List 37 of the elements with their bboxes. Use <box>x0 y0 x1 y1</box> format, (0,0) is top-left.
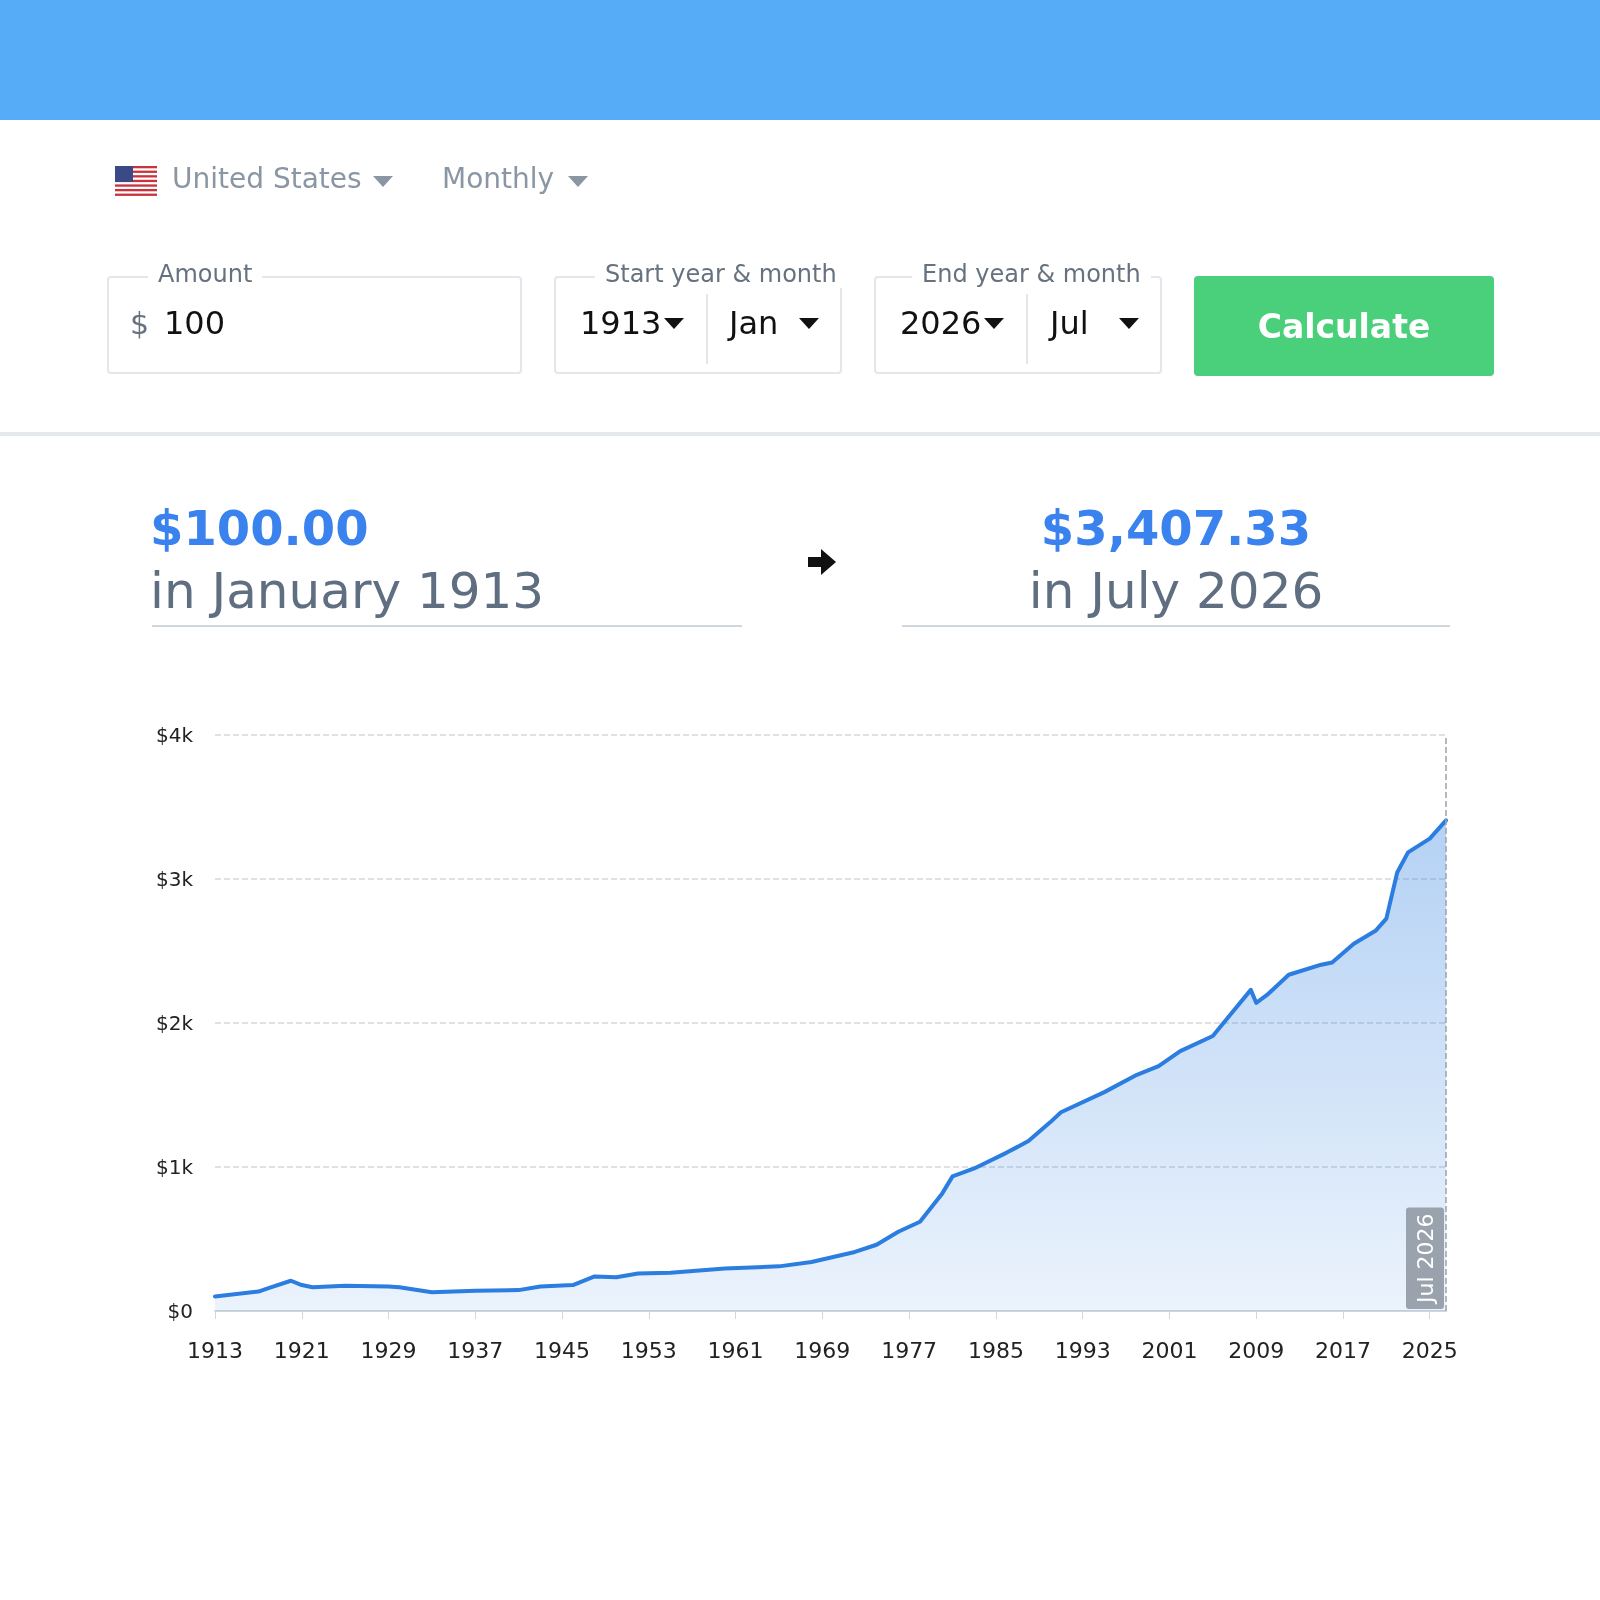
text: 100 <box>164 304 226 342</box>
x-tick-label: 2001 <box>1141 1337 1198 1363</box>
text: United States <box>172 162 362 195</box>
text: in July 2026 <box>1027 562 1325 620</box>
x-tick-label: 1969 <box>794 1337 851 1363</box>
x-tick-label: 2017 <box>1314 1337 1371 1363</box>
y-tick-label: $0 <box>167 1299 193 1323</box>
x-tick-label: 2009 <box>1228 1337 1285 1363</box>
x-tick-label: 1977 <box>881 1337 938 1363</box>
y-tick-label: $3k <box>155 867 194 891</box>
text: Jul <box>1050 304 1089 342</box>
text: 2026 <box>900 304 982 342</box>
text: in January 1913 <box>150 562 545 620</box>
x-tick-label: 1945 <box>534 1337 591 1363</box>
y-tick-label: $4k <box>155 723 194 747</box>
text: 1913 <box>580 304 662 342</box>
x-tick-label: 1993 <box>1054 1337 1111 1363</box>
text: Amount <box>148 260 263 288</box>
text: Start year & month <box>595 260 847 288</box>
text: $ <box>130 306 150 341</box>
text: End year & month <box>912 260 1151 288</box>
text: Monthly <box>442 162 555 195</box>
y-tick-label: $1k <box>155 1155 194 1179</box>
x-tick-label: 1929 <box>360 1337 417 1363</box>
x-tick-label: 1921 <box>273 1337 330 1363</box>
x-tick-label: 1985 <box>967 1337 1024 1363</box>
text: Calculate <box>1194 276 1494 376</box>
text: Jan <box>729 304 779 342</box>
x-tick-label: 1953 <box>620 1337 677 1363</box>
x-tick-label: 1913 <box>187 1337 243 1363</box>
x-tick-label: 1961 <box>707 1337 764 1363</box>
x-tick-label: 1937 <box>447 1337 504 1363</box>
text: $3,407.33 <box>1039 500 1313 556</box>
ref-line-label: Jul 2026 <box>1412 1213 1438 1305</box>
x-tick-label: 2025 <box>1401 1337 1458 1363</box>
text: $100.00 <box>150 500 369 556</box>
y-tick-label: $2k <box>155 1011 194 1035</box>
